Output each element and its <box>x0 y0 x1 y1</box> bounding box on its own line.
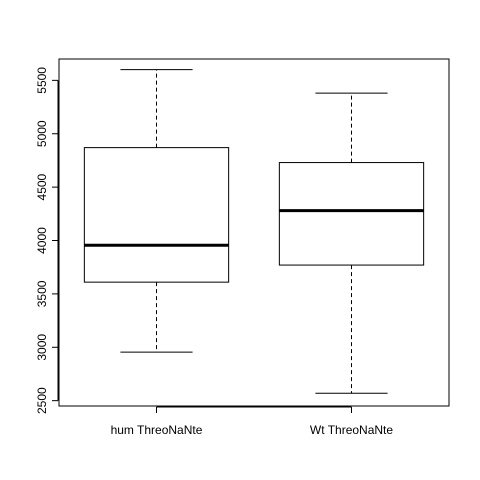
box-series <box>83 69 425 394</box>
y-tick-label: 4000 <box>35 227 49 254</box>
y-tick-label: 5500 <box>35 67 49 94</box>
plot-area-frame <box>58 58 450 407</box>
y-tick-label: 3000 <box>35 334 49 361</box>
y-tick-label: 4500 <box>35 173 49 200</box>
box-group <box>83 69 230 353</box>
iqr-box <box>278 162 425 266</box>
x-axis: hum ThreoNaNte Wt ThreoNaNte <box>111 406 393 437</box>
x-tick-label: Wt ThreoNaNte <box>310 423 393 437</box>
y-tick-label: 3500 <box>35 280 49 307</box>
iqr-box <box>83 147 230 283</box>
y-axis: 2500 3000 3500 4000 4500 5000 5500 <box>35 67 59 414</box>
x-tick-label: hum ThreoNaNte <box>111 423 203 437</box>
y-tick-label: 5000 <box>35 120 49 147</box>
y-tick-label: 2500 <box>35 387 49 414</box>
box-group <box>278 92 425 394</box>
